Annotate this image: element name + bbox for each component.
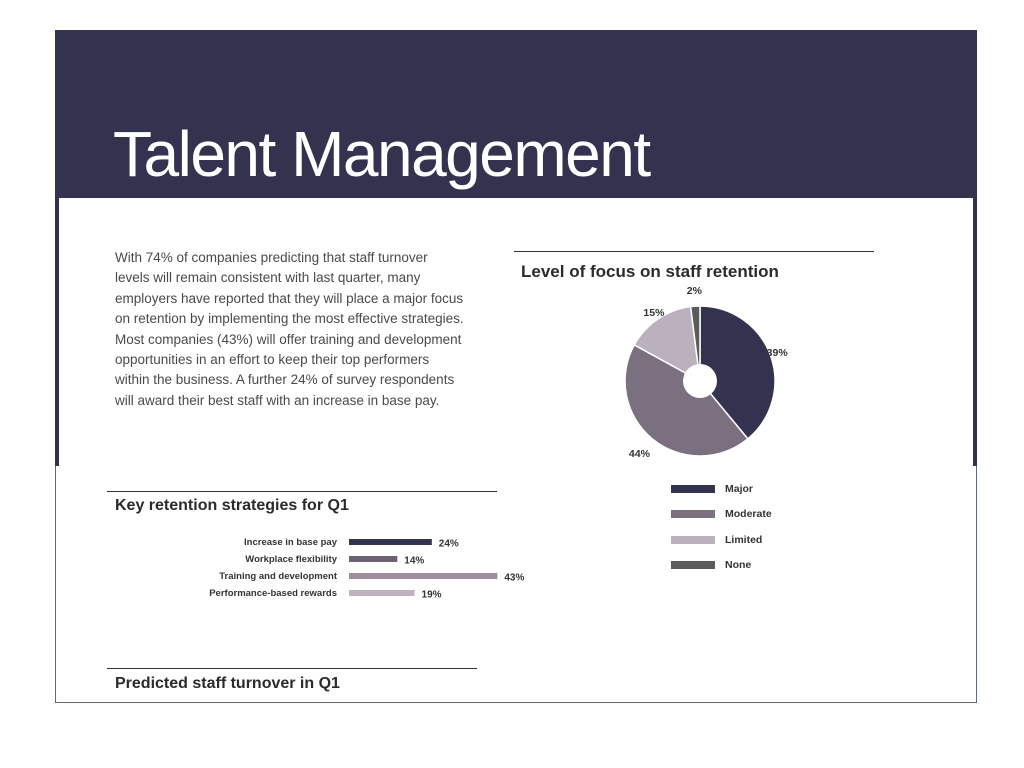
pie-chart-title: Level of focus on staff retention xyxy=(521,262,779,281)
slide: Talent Management With 74% of companies … xyxy=(55,30,977,704)
bar-category-label-workplace-flexibility: Workplace flexibility xyxy=(245,554,337,565)
pie-slice-major xyxy=(699,305,776,440)
legend-item-limited: Limited xyxy=(671,527,772,553)
bar-chart-svg: Increase in base pay 24% Workplace flexibi… xyxy=(209,537,524,601)
pie-slice-none xyxy=(689,305,701,382)
bar-title-rule xyxy=(107,491,497,492)
legend-item-none: None xyxy=(671,553,772,579)
bar-performance-based-rewards xyxy=(349,590,415,596)
legend-item-major: Major xyxy=(671,476,772,502)
legend-label-major: Major xyxy=(725,482,754,495)
right-border xyxy=(973,198,977,466)
turnover-section-title: Predicted staff turnover in Q1 xyxy=(115,675,340,692)
pie-chart-svg: 39% 44% 15% 2% xyxy=(624,285,789,460)
pie-data-label-none: 2% xyxy=(687,285,703,297)
legend-label-none: None xyxy=(725,559,752,572)
legend-swatch-major xyxy=(671,484,715,493)
legend-swatch-none xyxy=(671,561,715,570)
pie-slice-moderate xyxy=(624,343,749,457)
bar-workplace-flexibility xyxy=(349,556,398,562)
pie-slice-limited xyxy=(633,305,701,383)
pie-legend: Major Moderate Limited None xyxy=(671,476,772,578)
left-border xyxy=(55,198,59,466)
bar-category-label-training-and-development: Training and development xyxy=(219,571,338,582)
bar-category-label-performance-based-rewards: Performance-based rewards xyxy=(209,588,337,599)
lower-frame xyxy=(55,466,977,703)
bar-chart-title: Key retention strategies for Q1 xyxy=(115,497,349,514)
bar-value-label-training-and-development: 43% xyxy=(504,573,524,584)
bar-value-label-workplace-flexibility: 14% xyxy=(404,556,424,567)
bar-value-label-increase-in-base-pay: 24% xyxy=(439,539,459,550)
legend-item-moderate: Moderate xyxy=(671,502,772,528)
turnover-title-rule xyxy=(107,668,477,669)
bar-value-label-performance-based-rewards: 19% xyxy=(422,590,442,601)
bar-training-and-development xyxy=(349,573,498,579)
intro-paragraph: With 74% of companies predicting that st… xyxy=(115,250,464,408)
page-title: Talent Management xyxy=(113,118,651,190)
bar-category-label-increase-in-base-pay: Increase in base pay xyxy=(244,537,338,548)
legend-label-limited: Limited xyxy=(725,533,763,546)
title-banner xyxy=(55,30,977,198)
donut-hole xyxy=(683,364,717,398)
pie-data-label-limited: 15% xyxy=(643,307,665,319)
legend-swatch-moderate xyxy=(671,510,715,519)
pie-title-rule xyxy=(514,251,874,252)
legend-swatch-limited xyxy=(671,535,715,544)
legend-label-moderate: Moderate xyxy=(725,508,772,521)
pie-data-label-moderate: 44% xyxy=(629,448,651,460)
pie-data-label-major: 39% xyxy=(767,347,789,359)
bar-increase-in-base-pay xyxy=(349,539,432,545)
